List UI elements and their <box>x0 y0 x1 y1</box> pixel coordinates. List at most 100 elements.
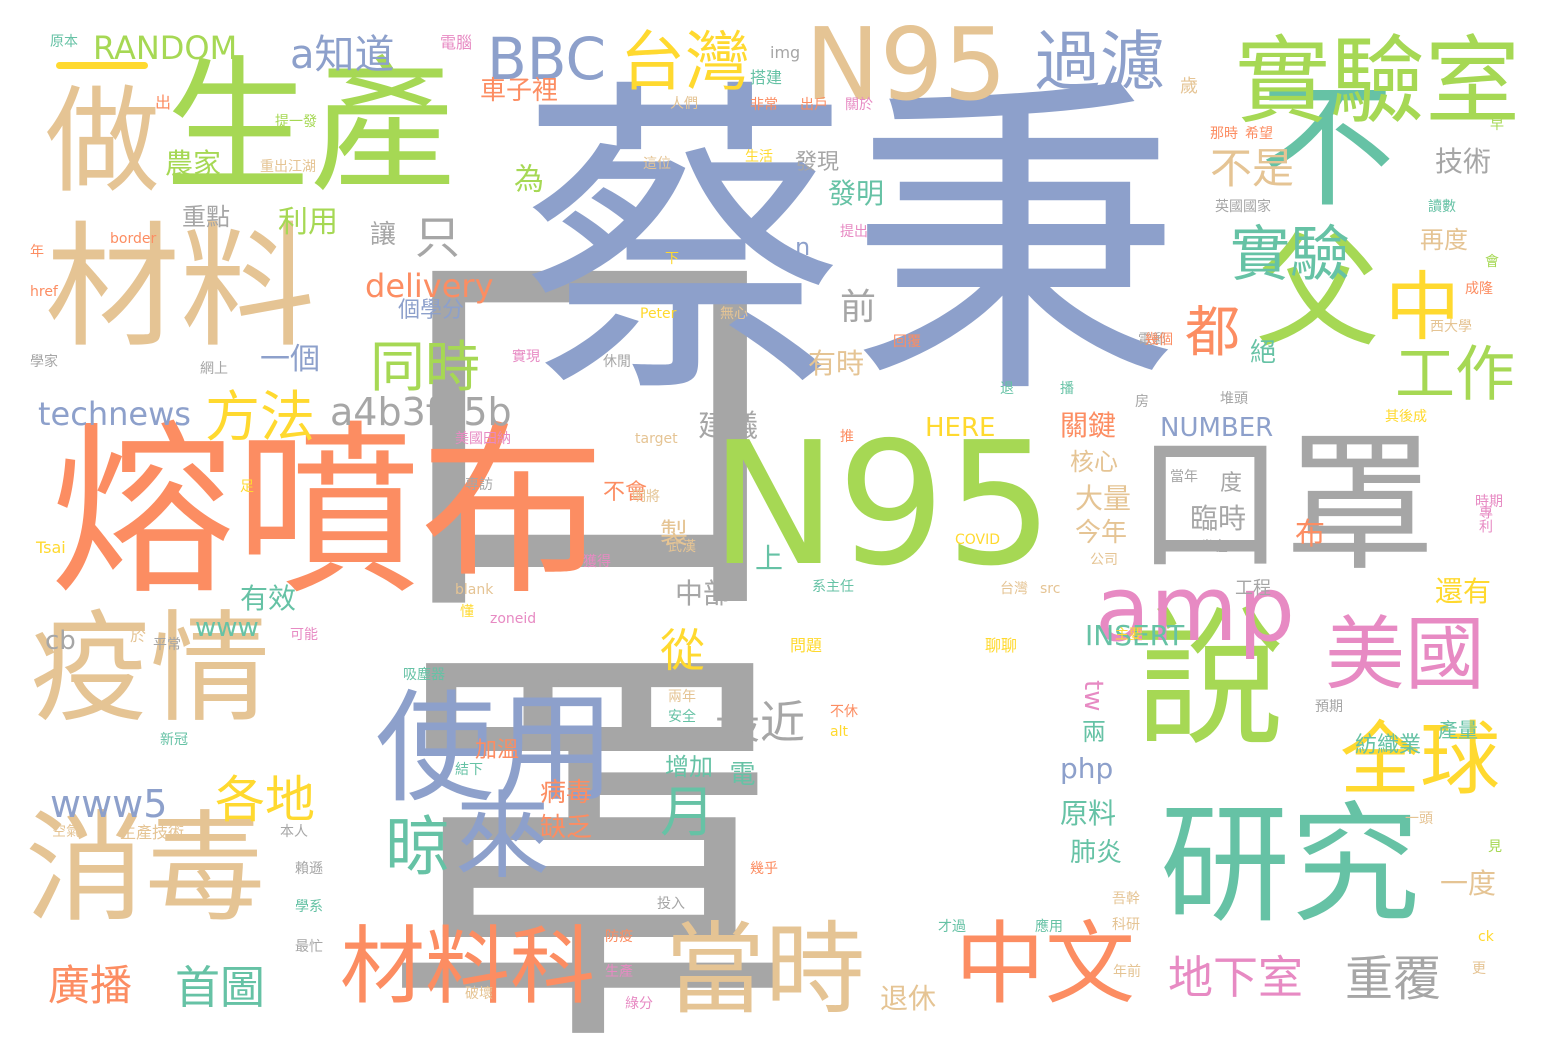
cloud-word: 來 <box>455 782 551 892</box>
cloud-word: 使用 <box>375 680 615 819</box>
cloud-word: 方法 <box>205 385 316 449</box>
cloud-word: 網上 <box>200 361 228 377</box>
cloud-word: 才過 <box>938 919 966 935</box>
cloud-word: 材料科 <box>340 918 596 1017</box>
cloud-word: 結下 <box>455 762 483 778</box>
cloud-word: 播 <box>1060 381 1074 397</box>
cloud-word: 於 <box>130 626 147 645</box>
cloud-word: blank <box>455 582 494 598</box>
cloud-word: 同時 <box>370 335 481 399</box>
cloud-word: 推 <box>840 429 854 445</box>
cloud-word: 可能 <box>290 627 318 643</box>
cloud-word: HERE <box>925 413 996 443</box>
cloud-word: 出 <box>155 93 172 112</box>
cloud-word: 應用 <box>1035 919 1063 935</box>
cloud-word: 口罩 <box>1135 418 1436 592</box>
cloud-word: 懂 <box>460 604 474 620</box>
cloud-word: 聊聊 <box>985 636 1018 655</box>
cloud-word: 晾 <box>385 810 451 885</box>
cloud-word: 中 <box>1385 263 1461 351</box>
cloud-word: 兩 <box>1082 718 1106 746</box>
cloud-word: 公司 <box>1090 552 1118 568</box>
cloud-word: 農家 <box>165 147 222 180</box>
cloud-word: 吸塵器 <box>403 667 445 683</box>
cloud-word: 其後成 <box>1385 409 1427 425</box>
cloud-word: 發現 <box>795 150 840 175</box>
cloud-word: zoneid <box>490 611 537 627</box>
cloud-word: 工程 <box>1235 578 1271 599</box>
cloud-word: avw <box>553 674 582 690</box>
cloud-word: 再度 <box>1420 226 1468 254</box>
cloud-word: 利用 <box>278 205 338 240</box>
cloud-word: 堆頭 <box>1220 391 1248 407</box>
cloud-word: 重出江湖 <box>260 159 316 175</box>
cloud-word: 出戶 <box>800 97 828 113</box>
cloud-word: 工作 <box>1395 340 1515 410</box>
cloud-word: 見 <box>1488 839 1502 855</box>
cloud-word: 電郵 <box>1138 332 1166 348</box>
cloud-word: 車子裡 <box>480 76 559 106</box>
cloud-word: 專利 <box>1477 505 1493 533</box>
cloud-word: 生活 <box>745 149 773 165</box>
cloud-word: 更 <box>1472 961 1486 977</box>
cloud-word: n <box>795 233 811 261</box>
cloud-word: 關鍵 <box>1060 409 1117 442</box>
cloud-word: 人們 <box>670 96 698 112</box>
cloud-word: 材料 <box>45 209 315 366</box>
cloud-word: 關於 <box>845 97 873 113</box>
cloud-word: 美國田納 <box>455 431 511 447</box>
cloud-word: 肺炎 <box>1070 838 1123 868</box>
cloud-word: 大量 <box>1075 482 1132 515</box>
cloud-word: RANDOM <box>93 29 238 67</box>
cloud-word: 不 <box>1260 69 1395 226</box>
cloud-word: 搭建 <box>750 68 783 87</box>
cloud-word: 本人 <box>280 824 308 840</box>
cloud-word: 台灣 <box>620 25 751 100</box>
cloud-word: 明將 <box>632 489 660 505</box>
cloud-word: 讓 <box>370 220 397 250</box>
cloud-word: 加溫 <box>475 738 520 763</box>
cloud-word: 當年 <box>1170 469 1198 485</box>
cloud-word: href <box>30 284 58 300</box>
cloud-word: 一度 <box>1440 867 1497 900</box>
cloud-word: 發明 <box>828 177 885 210</box>
cloud-word: 技術 <box>1435 145 1492 178</box>
cloud-word: 首圖 <box>175 961 266 1014</box>
cloud-word: 吾幹 <box>1112 891 1140 907</box>
cloud-word: 讀數 <box>1428 199 1456 215</box>
cloud-word: 原本 <box>50 34 78 50</box>
cloud-word: NUMBER <box>1160 413 1274 443</box>
cloud-word: 絕 <box>1250 338 1277 368</box>
cloud-word: www5 <box>50 782 168 826</box>
cloud-word: a知道 <box>290 32 395 78</box>
cloud-word: 成隆 <box>1465 281 1493 297</box>
cloud-word: 西大學 <box>1430 319 1472 335</box>
cloud-word: 實現 <box>512 349 540 365</box>
cloud-word: 非常 <box>750 97 778 113</box>
cloud-word: 核心 <box>1070 448 1118 476</box>
cloud-word: delivery <box>365 267 494 305</box>
cloud-word: 電腦 <box>440 33 473 52</box>
cloud-word: 問題 <box>790 636 823 655</box>
cloud-word: 今年 <box>1075 518 1128 548</box>
cloud-word: Peter <box>640 306 677 322</box>
cloud-word: 會 <box>1485 254 1499 270</box>
cloud-word: 為 <box>508 163 543 193</box>
cloud-word: 病毒 <box>540 778 593 808</box>
cloud-word: technews <box>38 395 191 433</box>
cloud-word: 防疫 <box>605 929 633 945</box>
cloud-word: 從 <box>660 624 706 677</box>
cloud-word: 不是 <box>1210 144 1295 193</box>
cloud-word: www <box>195 613 259 643</box>
cloud-word: 生產技術 <box>120 823 185 842</box>
cloud-word: 中部 <box>675 577 732 610</box>
cloud-word: 產量 <box>1438 718 1478 742</box>
cloud-word: 生產 <box>165 43 455 212</box>
cloud-word: 下 <box>665 251 679 267</box>
cloud-word: 前 <box>840 287 877 328</box>
cloud-word: 重點 <box>182 203 230 231</box>
cloud-word: 只 <box>415 211 461 264</box>
cloud-word: 賴遜 <box>295 861 323 877</box>
cloud-word: 一頭 <box>1405 811 1433 827</box>
cloud-word: 坐在 <box>1200 539 1228 555</box>
